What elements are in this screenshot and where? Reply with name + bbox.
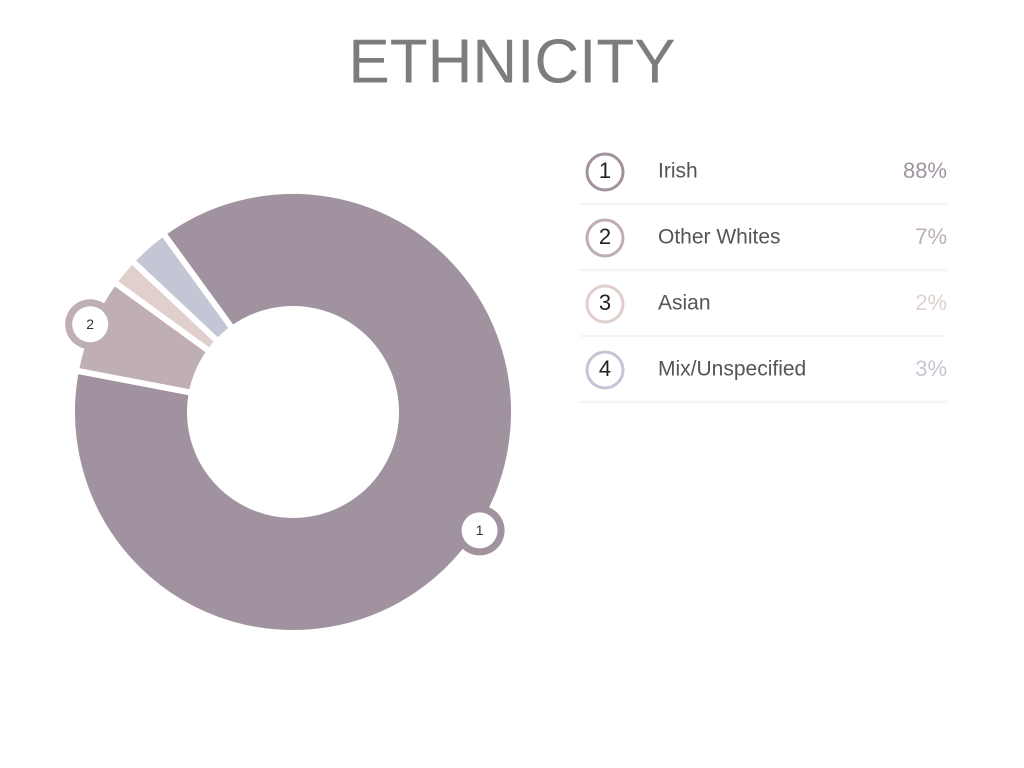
callout-circle bbox=[72, 306, 109, 343]
legend-label: Irish bbox=[658, 160, 698, 183]
legend-value: 2% bbox=[915, 290, 947, 315]
legend-marker bbox=[585, 152, 625, 192]
legend-value: 88% bbox=[903, 158, 947, 183]
legend-label: Mix/Unspecified bbox=[658, 358, 806, 381]
callout-label: 2 bbox=[86, 316, 94, 332]
chart-title: ETHNICITY bbox=[348, 27, 675, 96]
legend-marker bbox=[585, 218, 625, 258]
legend-label: Asian bbox=[658, 292, 711, 315]
legend-marker-label: 2 bbox=[599, 224, 611, 249]
legend-marker-label: 1 bbox=[599, 158, 611, 183]
legend-marker bbox=[585, 350, 625, 390]
legend-label: Other Whites bbox=[658, 226, 781, 249]
legend-marker bbox=[585, 284, 625, 324]
legend-marker-label: 3 bbox=[599, 290, 611, 315]
donut-slice bbox=[127, 229, 237, 346]
legend-value: 7% bbox=[915, 224, 947, 249]
callout-circle bbox=[461, 512, 498, 549]
legend-marker-label: 4 bbox=[599, 356, 611, 381]
donut-slice bbox=[69, 188, 517, 636]
callout-label: 1 bbox=[476, 522, 484, 538]
legend-value: 3% bbox=[915, 356, 947, 381]
